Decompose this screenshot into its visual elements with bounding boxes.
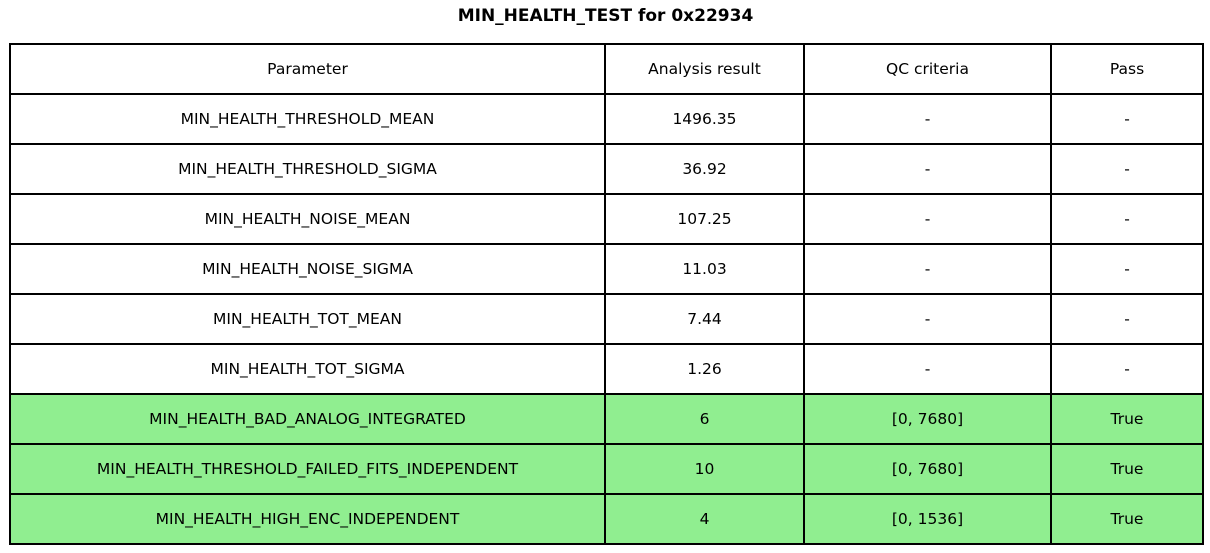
cell-analysis-result: 1496.35 <box>604 93 805 145</box>
cell-parameter: MIN_HEALTH_HIGH_ENC_INDEPENDENT <box>9 493 606 545</box>
cell-qc-criteria: [0, 1536] <box>803 493 1052 545</box>
table-row: MIN_HEALTH_TOT_MEAN 7.44- - <box>9 293 1204 345</box>
cell-pass: - <box>1050 193 1204 245</box>
cell-pass: True <box>1050 393 1204 445</box>
cell-qc-criteria: - <box>803 293 1052 345</box>
table-row: MIN_HEALTH_THRESHOLD_FAILED_FITS_INDEPEN… <box>9 443 1204 495</box>
cell-qc-criteria: [0, 7680] <box>803 443 1052 495</box>
column-header-parameter: Parameter <box>9 43 606 95</box>
cell-analysis-result: 10 <box>604 443 805 495</box>
cell-analysis-result: 1.26 <box>604 343 805 395</box>
table-row: MIN_HEALTH_NOISE_SIGMA 11.03- - <box>9 243 1204 295</box>
cell-pass: - <box>1050 93 1204 145</box>
cell-analysis-result: 7.44 <box>604 293 805 345</box>
cell-analysis-result: 36.92 <box>604 143 805 195</box>
page-title: MIN_HEALTH_TEST for 0x22934 <box>457 6 754 26</box>
column-header-pass: Pass <box>1050 43 1204 95</box>
cell-parameter: MIN_HEALTH_NOISE_MEAN <box>9 193 606 245</box>
cell-parameter: MIN_HEALTH_THRESHOLD_FAILED_FITS_INDEPEN… <box>9 443 606 495</box>
cell-parameter: MIN_HEALTH_BAD_ANALOG_INTEGRATED <box>9 393 606 445</box>
cell-pass: - <box>1050 243 1204 295</box>
table-row: MIN_HEALTH_NOISE_MEAN 107.25- - <box>9 193 1204 245</box>
cell-pass: - <box>1050 293 1204 345</box>
cell-analysis-result: 4 <box>604 493 805 545</box>
header-row: Parameter Analysis result QC criteria Pass <box>9 43 1204 95</box>
qc-table-body: MIN_HEALTH_THRESHOLD_MEAN 1496.35- - MIN_HE… <box>9 93 1204 545</box>
cell-qc-criteria: - <box>803 343 1052 395</box>
cell-parameter: MIN_HEALTH_TOT_MEAN <box>9 293 606 345</box>
cell-analysis-result: 6 <box>604 393 805 445</box>
cell-qc-criteria: - <box>803 143 1052 195</box>
table-row: MIN_HEALTH_TOT_SIGMA 1.26- - <box>9 343 1204 395</box>
cell-parameter: MIN_HEALTH_TOT_SIGMA <box>9 343 606 395</box>
table-row: MIN_HEALTH_HIGH_ENC_INDEPENDENT 4 [0, 1536… <box>9 493 1204 545</box>
column-header-analysis-result: Analysis result <box>604 43 805 95</box>
cell-qc-criteria: - <box>803 193 1052 245</box>
cell-pass: True <box>1050 493 1204 545</box>
table-row: MIN_HEALTH_THRESHOLD_SIGMA 36.92- - <box>9 143 1204 195</box>
qc-table-head: Parameter Analysis result QC criteria Pass <box>9 43 1204 95</box>
cell-analysis-result: 107.25 <box>604 193 805 245</box>
qc-table: Parameter Analysis result QC criteria Pass … <box>9 43 1204 545</box>
cell-parameter: MIN_HEALTH_THRESHOLD_SIGMA <box>9 143 606 195</box>
cell-pass: - <box>1050 143 1204 195</box>
table-row: MIN_HEALTH_BAD_ANALOG_INTEGRATED 6 [0, 768… <box>9 393 1204 445</box>
column-header-qc-criteria: QC criteria <box>803 43 1052 95</box>
table-row: MIN_HEALTH_THRESHOLD_MEAN 1496.35- - <box>9 93 1204 145</box>
cell-pass: True <box>1050 443 1204 495</box>
cell-parameter: MIN_HEALTH_THRESHOLD_MEAN <box>9 93 606 145</box>
cell-qc-criteria: - <box>803 243 1052 295</box>
cell-qc-criteria: [0, 7680] <box>803 393 1052 445</box>
cell-parameter: MIN_HEALTH_NOISE_SIGMA <box>9 243 606 295</box>
cell-analysis-result: 11.03 <box>604 243 805 295</box>
cell-qc-criteria: - <box>803 93 1052 145</box>
cell-pass: - <box>1050 343 1204 395</box>
